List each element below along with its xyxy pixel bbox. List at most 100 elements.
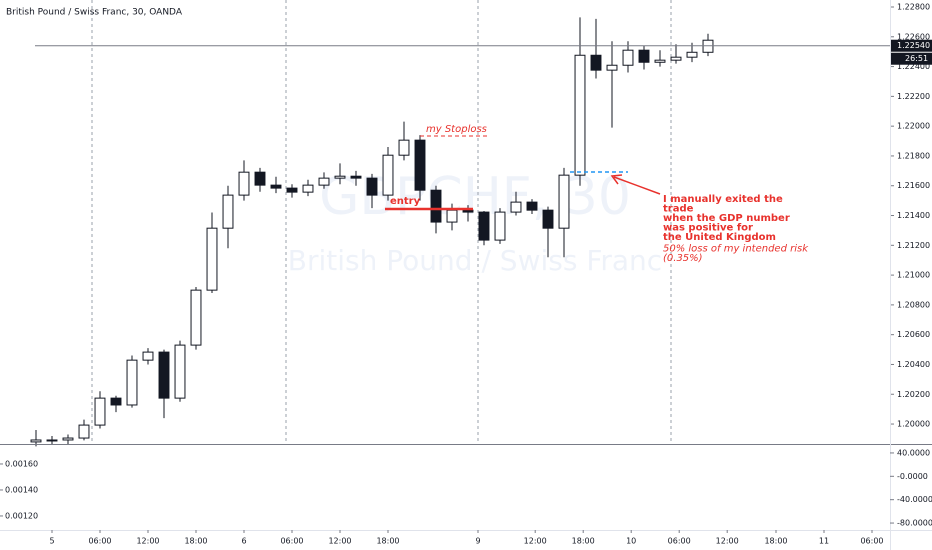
left-tick-label: 0.00140 — [5, 485, 38, 494]
candle-body — [302, 184, 314, 193]
candle — [494, 208, 506, 244]
right-tick-label: -80.0000 — [897, 519, 932, 528]
candle-body — [110, 397, 122, 406]
candle-body — [94, 397, 106, 426]
candle — [510, 191, 522, 216]
candle — [254, 167, 266, 192]
y-tick-label: 1.21400 — [897, 211, 930, 220]
candle — [270, 176, 282, 194]
candle-body — [542, 209, 554, 229]
y-tick-label: 1.21200 — [897, 241, 930, 250]
candle — [318, 172, 330, 189]
candle-body — [494, 211, 506, 241]
candle-body — [238, 171, 250, 196]
candle-body — [654, 59, 666, 63]
candle-body — [430, 189, 442, 223]
candle-body — [622, 49, 634, 66]
candle — [702, 33, 714, 57]
y-tick-label: 1.20400 — [897, 360, 930, 369]
candle-body — [126, 359, 138, 406]
candle — [190, 287, 202, 350]
candle — [398, 121, 410, 161]
candle — [158, 349, 170, 419]
watermark-subtitle: British Pound / Swiss Franc — [288, 244, 662, 277]
x-tick-label: 18:00 — [376, 537, 399, 546]
candle-body — [158, 351, 170, 399]
entry-label: entry — [390, 196, 421, 207]
loss-note-line: 50% loss of my intended risk — [663, 244, 809, 255]
y-tick-label: 1.21000 — [897, 271, 930, 280]
candle-body — [702, 39, 714, 53]
candle — [350, 170, 362, 186]
candle-body — [318, 177, 330, 186]
candle-body — [366, 177, 378, 196]
candle-body — [174, 344, 186, 399]
candle-body — [606, 64, 618, 71]
x-tick-label: 5 — [49, 537, 54, 546]
left-tick-label: 0.00120 — [5, 511, 38, 520]
candle — [366, 173, 378, 209]
y-tick-label: 1.21800 — [897, 151, 930, 160]
x-tick-label: 11 — [819, 537, 829, 546]
countdown-label: 26:51 — [905, 54, 928, 63]
left-tick-label: 0.00160 — [5, 459, 38, 468]
candle-body — [30, 439, 42, 443]
candle — [302, 179, 314, 197]
x-tick-label: 06:00 — [668, 537, 691, 546]
candle — [542, 206, 554, 258]
exit-note-line: when the GDP number — [663, 213, 790, 224]
x-tick-label: 10 — [626, 537, 636, 546]
countdown-box — [891, 52, 932, 65]
price-pane — [30, 6, 894, 447]
candle-body — [270, 184, 282, 189]
candle-body — [350, 175, 362, 179]
stoploss-label: my Stoploss — [426, 124, 487, 135]
candle-body — [526, 201, 538, 211]
y-tick-label: 1.21600 — [897, 181, 930, 190]
candle — [238, 160, 250, 201]
right-tick-label: -0.0000 — [897, 472, 928, 481]
candle-body — [190, 289, 202, 346]
candle-body — [670, 56, 682, 61]
candle-body — [222, 194, 234, 229]
y-tick-label: 1.22000 — [897, 122, 930, 131]
y-tick-label: 1.22800 — [897, 3, 930, 12]
candle — [558, 167, 570, 258]
candle — [174, 340, 186, 402]
indicator-pane: 0.00160 0.00140 0.00120 40.0000 -0.0000 -40.0… — [0, 448, 932, 528]
candle-body — [414, 139, 426, 191]
candle — [142, 348, 154, 365]
candle — [30, 429, 42, 447]
candle — [670, 44, 682, 64]
candle-body — [510, 201, 522, 213]
candle — [638, 45, 650, 70]
exit-note-line: I manually exited the — [663, 194, 783, 205]
y-tick-label: 1.20000 — [897, 420, 930, 429]
candle-body — [206, 227, 218, 291]
exit-note-line: trade — [663, 204, 694, 215]
candle — [622, 41, 634, 73]
arrow-head — [610, 174, 623, 185]
candle-body — [382, 154, 394, 196]
y-tick-label: 1.20600 — [897, 330, 930, 339]
candle — [590, 18, 602, 79]
candle-body — [478, 211, 490, 241]
x-tick-label: 12:00 — [136, 537, 159, 546]
candle-body — [462, 209, 474, 213]
right-tick-label: 40.0000 — [897, 448, 930, 457]
candle-body — [62, 437, 74, 441]
candle-body — [254, 171, 266, 186]
right-tick-label: -40.0000 — [897, 495, 932, 504]
x-tick-label: 9 — [475, 537, 480, 546]
candle-body — [142, 351, 154, 361]
x-tick-label: 18:00 — [572, 537, 595, 546]
candle — [478, 211, 490, 246]
candle-body — [286, 187, 298, 193]
candle — [46, 435, 58, 445]
candle — [126, 355, 138, 408]
x-tick-label: 12:00 — [328, 537, 351, 546]
x-tick-label: 12:00 — [716, 537, 739, 546]
candle — [206, 212, 218, 293]
candle-body — [78, 424, 90, 439]
